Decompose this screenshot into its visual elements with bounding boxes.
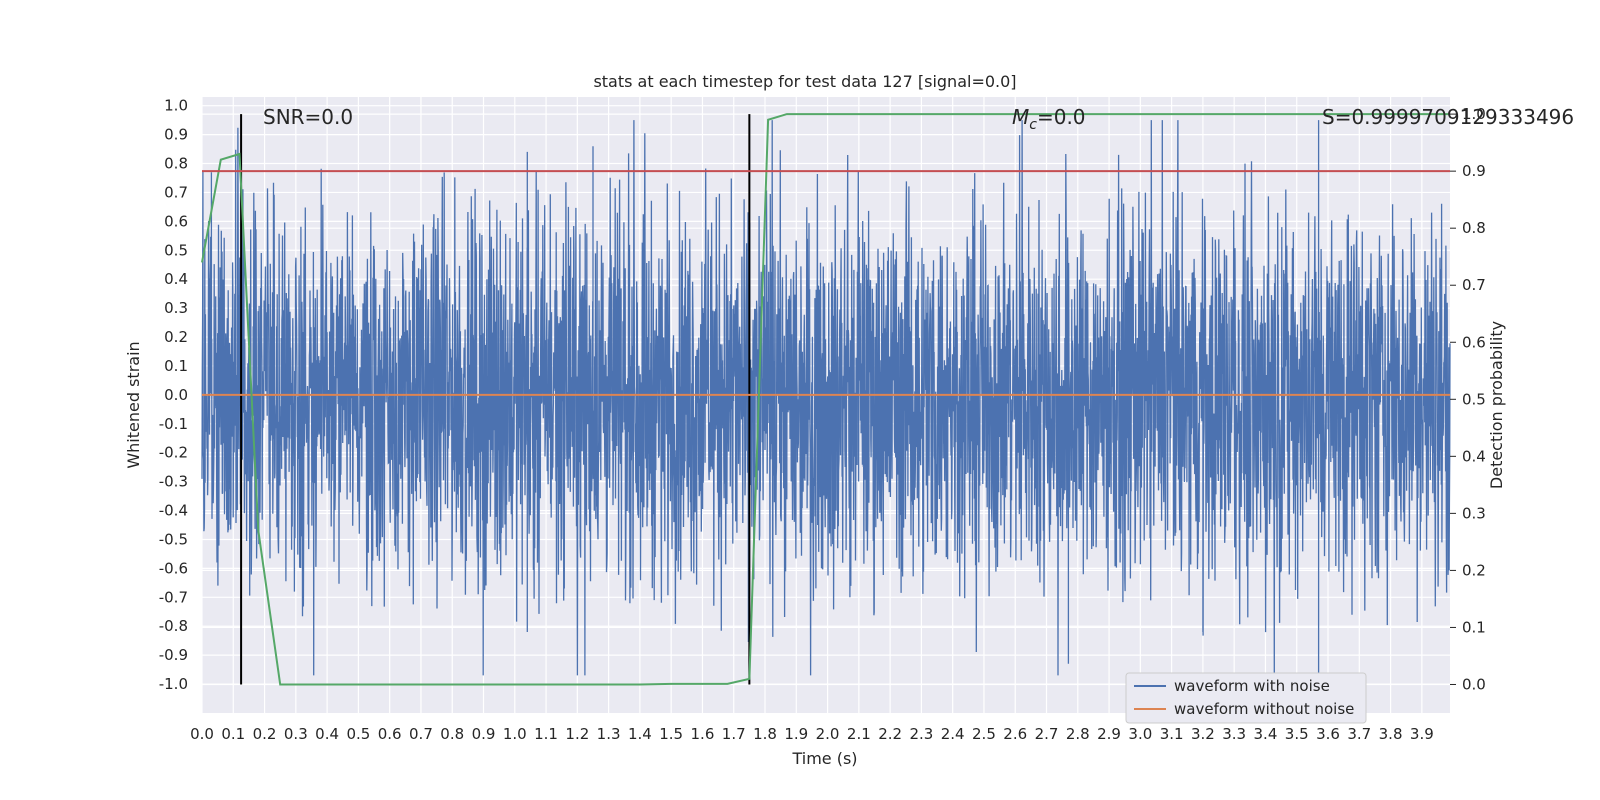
x-tick-label: 3.7 — [1347, 725, 1371, 743]
x-tick-label: 1.8 — [753, 725, 777, 743]
y-axis-label: Whitened strain — [124, 341, 143, 468]
y-tick-label: 0.2 — [164, 328, 188, 346]
y-tick-label: 0.0 — [164, 386, 188, 404]
y-tick-label: -0.2 — [159, 444, 188, 462]
y-tick-label: 0.6 — [164, 212, 188, 230]
x-axis-ticks: 0.0 0.1 0.2 0.3 0.4 0.5 0.6 0.7 0.8 0.9 1.0 1.1 1.2 1… — [190, 725, 1434, 743]
annotation-snr: SNR=0.0 — [263, 105, 353, 129]
y-tick-label: 0.4 — [164, 270, 188, 288]
x-tick-label: 0.7 — [409, 725, 433, 743]
y-tick-label: 0.5 — [164, 241, 188, 259]
y-tick-label: -0.7 — [159, 588, 188, 606]
x-tick-label: 3.6 — [1316, 725, 1340, 743]
x-tick-label: 1.3 — [597, 725, 621, 743]
y2-tick-label: 0.7 — [1462, 276, 1486, 294]
y-tick-label: -0.3 — [159, 473, 188, 491]
x-tick-label: 3.3 — [1222, 725, 1246, 743]
x-tick-label: 2.0 — [816, 725, 840, 743]
x-tick-label: 3.4 — [1254, 725, 1278, 743]
x-tick-label: 1.0 — [503, 725, 527, 743]
y2-tick-label: 0.4 — [1462, 447, 1486, 465]
x-tick-label: 2.5 — [972, 725, 996, 743]
x-tick-label: 2.4 — [941, 725, 965, 743]
x-tick-label: 3.8 — [1379, 725, 1403, 743]
x-tick-label: 0.4 — [315, 725, 339, 743]
y2-tick-label: 0.2 — [1462, 561, 1486, 579]
y2-axis-label: Detection probability — [1487, 321, 1506, 489]
y2-tick-label: 0.1 — [1462, 618, 1486, 636]
x-tick-label: 3.9 — [1410, 725, 1434, 743]
x-tick-label: 1.6 — [691, 725, 715, 743]
x-tick-label: 2.1 — [847, 725, 871, 743]
x-tick-label: 0.5 — [346, 725, 370, 743]
y-tick-label: 0.1 — [164, 357, 188, 375]
y-tick-label: -0.5 — [159, 530, 188, 548]
annotation-s: S=0.9999709129333496 — [1322, 105, 1574, 129]
y2-tick-label: 0.5 — [1462, 390, 1486, 408]
x-tick-label: 2.3 — [909, 725, 933, 743]
x-tick-label: 0.3 — [284, 725, 308, 743]
annotation-mc: Mc=0.0 — [1012, 105, 1086, 133]
y-axis-ticks: 1.0 0.9 0.8 0.7 0.6 0.5 0.4 0.3 0.2 0.1 0.0 -0.1 -0.… — [159, 97, 188, 693]
legend-label-clean: waveform without noise — [1174, 700, 1354, 718]
y-tick-label: -0.8 — [159, 617, 188, 635]
x-tick-label: 3.2 — [1191, 725, 1215, 743]
y-tick-label: 0.9 — [164, 126, 188, 144]
y-tick-label: -0.6 — [159, 559, 188, 577]
y2-tick-label: 0.6 — [1462, 333, 1486, 351]
y2-tick-label: 1.0 — [1462, 105, 1486, 123]
x-tick-label: 2.6 — [1003, 725, 1027, 743]
x-tick-label: 1.1 — [534, 725, 558, 743]
x-tick-label: 0.2 — [253, 725, 277, 743]
y2-tick-label: 0.8 — [1462, 219, 1486, 237]
x-tick-label: 1.5 — [659, 725, 683, 743]
x-tick-label: 1.9 — [784, 725, 808, 743]
x-tick-label: 0.8 — [440, 725, 464, 743]
y2-tick-label: 0.3 — [1462, 504, 1486, 522]
x-tick-label: 0.6 — [378, 725, 402, 743]
y-tick-label: 1.0 — [164, 97, 188, 115]
x-tick-label: 1.4 — [628, 725, 652, 743]
y-tick-label: -0.9 — [159, 646, 188, 664]
y2-axis-ticks: 1.0 0.9 0.8 0.7 0.6 0.5 0.4 0.3 0.2 0.1 0.0 — [1450, 105, 1486, 693]
series-line-2 — [201, 113, 1450, 686]
x-tick-label: 3.0 — [1128, 725, 1152, 743]
series-lines — [201, 113, 1450, 686]
y-tick-label: -0.4 — [159, 502, 188, 520]
chart-title: stats at each timestep for test data 127… — [593, 72, 1016, 91]
annotation-mc-value: =0.0 — [1037, 105, 1086, 129]
annotation-mc-sub: c — [1029, 117, 1037, 133]
x-tick-label: 0.9 — [472, 725, 496, 743]
x-tick-label: 0.0 — [190, 725, 214, 743]
y-tick-label: -1.0 — [159, 675, 188, 693]
x-tick-label: 2.9 — [1097, 725, 1121, 743]
x-tick-label: 1.2 — [565, 725, 589, 743]
y-tick-label: 0.8 — [164, 155, 188, 173]
annotation-mc-symbol: M — [1012, 105, 1029, 129]
y-tick-label: 0.7 — [164, 183, 188, 201]
legend-box — [1125, 672, 1367, 724]
x-tick-label: 3.5 — [1285, 725, 1309, 743]
x-tick-label: 2.2 — [878, 725, 902, 743]
y-tick-label: 0.3 — [164, 299, 188, 317]
x-tick-label: 3.1 — [1160, 725, 1184, 743]
legend-label-noise: waveform with noise — [1174, 677, 1330, 695]
x-tick-label: 0.1 — [221, 725, 245, 743]
y-tick-label: -0.1 — [159, 415, 188, 433]
legend: waveform with noise waveform without noi… — [1125, 672, 1367, 724]
x-tick-label: 2.8 — [1066, 725, 1090, 743]
x-tick-label: 2.7 — [1035, 725, 1059, 743]
y2-tick-label: 0.9 — [1462, 162, 1486, 180]
x-tick-label: 1.7 — [722, 725, 746, 743]
x-axis-label: Time (s) — [791, 749, 857, 768]
y2-tick-label: 0.0 — [1462, 675, 1486, 693]
